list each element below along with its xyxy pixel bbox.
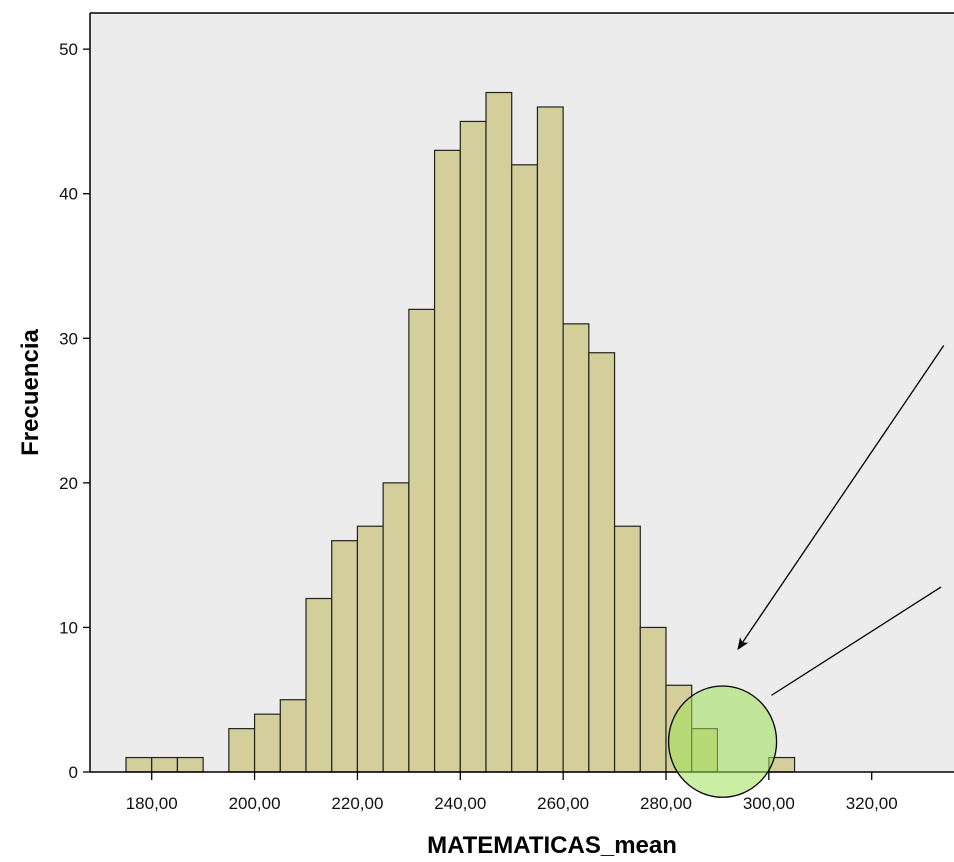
histogram-bar-5 [279, 699, 307, 773]
y-tick-label: 40 [59, 185, 78, 204]
annotation-line [771, 586, 942, 696]
annotations-layer [667, 345, 945, 798]
histogram-bar-17 [588, 352, 616, 773]
axes-layer [89, 12, 954, 773]
x-tick-label: 220,00 [331, 794, 383, 813]
x-tick-label: 260,00 [537, 794, 589, 813]
histogram-bar-4 [253, 713, 281, 773]
x-tick-label: 240,00 [434, 794, 486, 813]
y-tick-label: 30 [59, 329, 78, 348]
histogram-bar-15 [536, 106, 564, 773]
histogram-bar-6 [305, 597, 333, 773]
y-tick-label: 50 [59, 40, 78, 59]
x-tick-label: 300,00 [743, 794, 795, 813]
x-axis-title: MATEMATICAS_mean [427, 832, 677, 859]
histogram-bar-9 [382, 482, 410, 773]
y-tick-label: 0 [69, 763, 78, 782]
histogram-bar-19 [639, 626, 667, 773]
histogram-bar-11 [433, 149, 461, 773]
histogram-bar-3 [228, 728, 256, 773]
y-axis-ticks: 0 10 20 30 40 50 [59, 40, 90, 782]
histogram-bar-18 [613, 525, 641, 773]
y-axis-title: Frecuencia [17, 328, 44, 455]
highlight-circle [667, 685, 778, 798]
x-tick-label: 320,00 [846, 794, 898, 813]
x-tick-label: 200,00 [229, 794, 281, 813]
histogram-bar-16 [562, 323, 590, 773]
y-tick-label: 20 [59, 474, 78, 493]
histogram-bar-8 [356, 525, 384, 773]
bars-layer [125, 91, 796, 773]
x-tick-label: 180,00 [126, 794, 178, 813]
histogram-bar-0 [125, 756, 153, 773]
histogram-bar-10 [408, 308, 436, 773]
y-tick-label: 10 [59, 618, 78, 637]
histogram-bar-13 [485, 91, 513, 773]
histogram-bar-2 [176, 756, 204, 773]
histogram-bar-1 [151, 756, 179, 773]
x-tick-label: 280,00 [640, 794, 692, 813]
histogram-bar-14 [511, 164, 539, 773]
annotation-arrow [737, 345, 945, 650]
x-axis-ticks: 180,00 200,00 220,00 240,00 260,00 280,00 300,… [126, 772, 898, 813]
histogram-bar-7 [331, 540, 359, 773]
histogram-bar-12 [459, 120, 487, 773]
